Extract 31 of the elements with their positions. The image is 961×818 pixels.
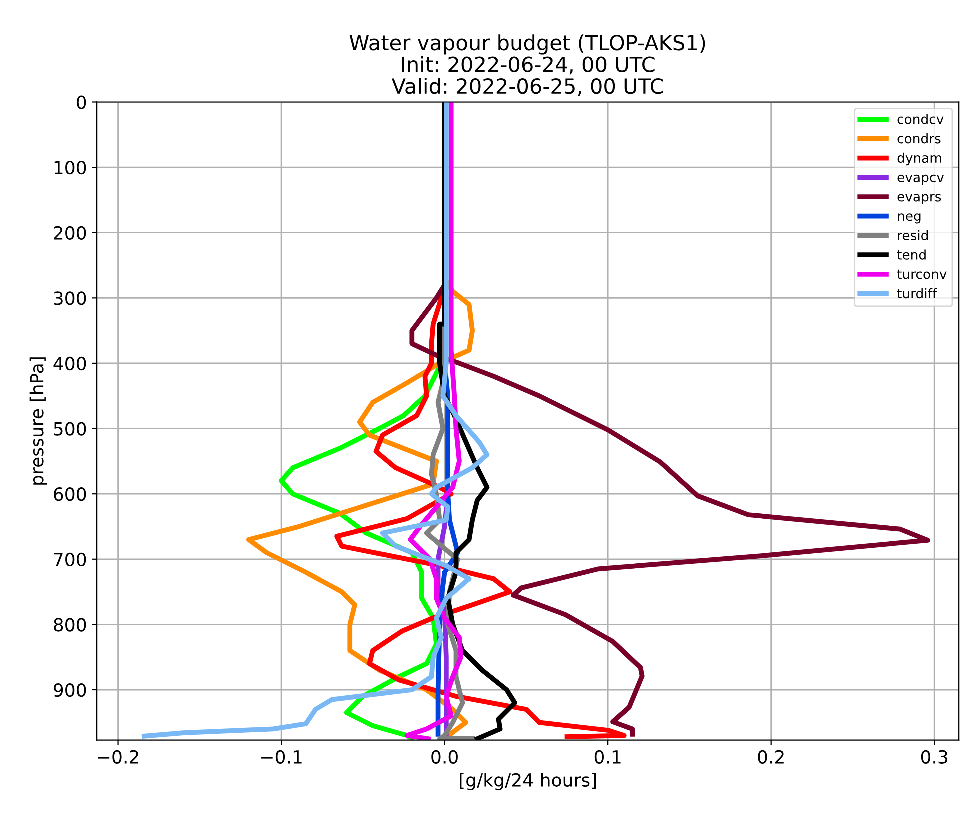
legend-label: condrs [898, 133, 941, 144]
x-tick-label: 0.0 [432, 750, 458, 764]
x-tick-label: 0.1 [594, 750, 621, 764]
y-tick-label: 200 [54, 226, 86, 240]
y-tick-label: 100 [54, 161, 86, 175]
line-series [404, 102, 464, 740]
legend-label: turdiff [897, 288, 938, 299]
y-tick-label: 600 [54, 488, 86, 502]
legend-label: dynam [898, 152, 942, 166]
y-tick-label: 500 [54, 422, 86, 436]
y-tick-label: 700 [54, 552, 86, 567]
legend-label: condcv [898, 114, 944, 124]
y-axis-title: pressure [hPa] [30, 358, 48, 485]
x-axis-title: [g/kg/24 hours] [460, 773, 596, 791]
legend-label: turconv [897, 270, 947, 280]
x-tick-label: 0.3 [921, 750, 948, 764]
x-tick-label: −0.2 [98, 750, 138, 764]
legend-label: neg [898, 214, 921, 224]
legend-label: evapcv [898, 174, 944, 185]
chart-title: Water vapour budget (TLOP-AKS1) Init: 2022-06-24, 00 UTC Valid: 2022-06-25, 00 UTC [350, 34, 706, 96]
y-tick-label: 300 [54, 292, 86, 306]
line-series [142, 102, 490, 739]
y-tick-label: 900 [54, 683, 86, 698]
legend-label: evaprs [898, 194, 942, 204]
y-tick-label: 0 [77, 96, 86, 110]
x-tick-label: 0.2 [758, 750, 784, 764]
x-tick-label: −0.1 [262, 750, 302, 764]
y-tick-label: 400 [54, 356, 86, 371]
legend-label: tend [897, 250, 926, 260]
legend-label: resid [898, 230, 928, 241]
y-tick-label: 800 [54, 618, 86, 632]
